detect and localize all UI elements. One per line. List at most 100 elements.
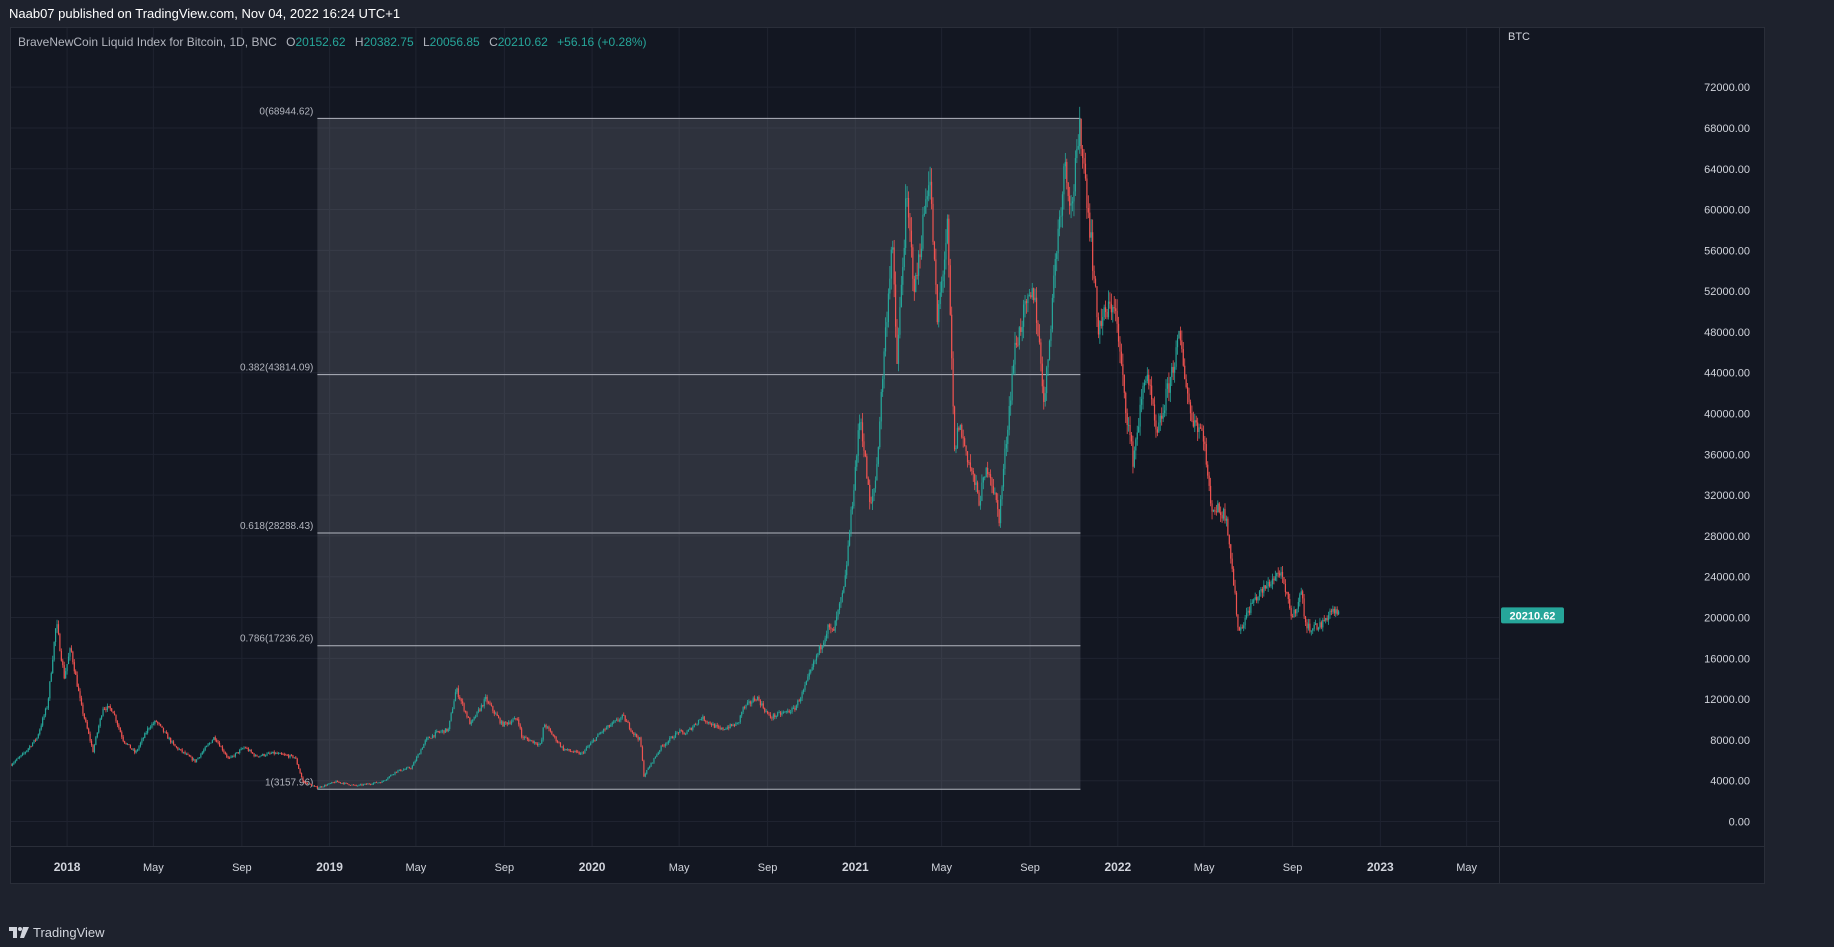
candle-body-up <box>533 742 536 744</box>
candle-body-down <box>257 756 260 758</box>
time-axis-tick-label: Sep <box>758 862 778 874</box>
candle-body-up <box>699 719 701 721</box>
candle-body-up <box>293 757 295 759</box>
time-axis-tick-label: Sep <box>1020 862 1040 874</box>
price-axis-tick-label: 56000.00 <box>1704 245 1750 257</box>
price-axis-tick-label: 60000.00 <box>1704 205 1750 217</box>
candle-body-down <box>286 754 288 756</box>
candle-body-up <box>136 749 139 751</box>
candle-body-up <box>341 783 343 784</box>
candle-body-down <box>709 721 711 725</box>
candle-body-up <box>1299 594 1301 603</box>
fib-retracement-zone[interactable] <box>317 118 1081 790</box>
candle-body-down <box>303 781 306 783</box>
candle-body-down <box>158 723 160 725</box>
candle-body-up <box>546 726 549 728</box>
candle-body-up <box>860 422 862 424</box>
candle-body-down <box>332 782 334 784</box>
candle-body-up <box>1280 571 1282 576</box>
candle-body-up <box>266 753 268 756</box>
candle-body-down <box>1185 379 1187 388</box>
candle-body-up <box>1031 288 1033 298</box>
candle-body-up <box>738 722 740 724</box>
candle-body-down <box>400 769 402 772</box>
candle-body-up <box>902 267 904 285</box>
candle-body-down <box>369 784 372 785</box>
candle-body-up <box>979 500 982 506</box>
candle-body-up <box>382 780 385 782</box>
candle-body-down <box>157 721 159 724</box>
candle-body-down <box>1215 511 1217 513</box>
candle-body-down <box>1040 342 1042 364</box>
candle-body-up <box>541 739 543 744</box>
candle-body-down <box>122 736 124 742</box>
candle-body-down <box>1035 297 1038 323</box>
candle-body-up <box>700 719 703 720</box>
candle-body-down <box>1273 578 1275 581</box>
candle-body-up <box>915 275 917 292</box>
candle-body-down <box>446 728 448 732</box>
price-chart[interactable]: 0(68944.62) 0.382(43814.09) 0.618(28288.43… <box>11 28 1765 884</box>
candle-body-up <box>359 784 362 786</box>
candle-body-down <box>830 627 832 629</box>
candle-body-up <box>54 628 57 642</box>
candle-body-up <box>784 711 786 713</box>
candle-body-down <box>551 731 553 735</box>
candle-body-down <box>80 698 83 705</box>
last-price-badge[interactable] <box>1501 607 1564 624</box>
candle-body-up <box>364 783 366 785</box>
candle-body-up <box>697 720 700 724</box>
candle-body-up <box>1142 385 1144 400</box>
candle-body-down <box>73 662 75 672</box>
candle-body-down <box>252 752 254 754</box>
candle-body-down <box>348 784 350 786</box>
candle-body-up <box>802 689 805 692</box>
candle-body-down <box>1132 441 1134 467</box>
candle-body-up <box>823 642 825 646</box>
candle-body-down <box>935 259 937 285</box>
candle-body-up <box>1146 374 1148 381</box>
candle-body-up <box>1276 572 1278 577</box>
candle-body-up <box>390 774 392 777</box>
candle-body-up <box>374 782 376 784</box>
candle-body-up <box>943 259 946 275</box>
candle-body-up <box>742 707 744 712</box>
price-axis-tick-label: 4000.00 <box>1710 776 1750 788</box>
candle-body-down <box>866 456 868 479</box>
candle-body-up <box>918 254 920 276</box>
candle-body-up <box>21 753 24 756</box>
candle-body-up <box>581 752 583 754</box>
candle-body-down <box>677 732 680 734</box>
candle-body-down <box>469 717 471 725</box>
candle-body-down <box>1207 464 1209 476</box>
candle-body-up <box>607 725 609 728</box>
candle-body-up <box>394 771 396 775</box>
candle-body-down <box>1208 475 1210 486</box>
candle-body-up <box>851 505 854 510</box>
symbol-legend: BraveNewCoin Liquid Index for Bitcoin, 1… <box>18 35 647 49</box>
candle-body-down <box>722 727 724 730</box>
candle-body-down <box>496 713 498 717</box>
candle-body-down <box>246 748 248 749</box>
candle-body-down <box>290 754 293 756</box>
candle-body-up <box>277 753 280 754</box>
candle-body-down <box>969 462 971 469</box>
candle-body-down <box>522 736 524 739</box>
candle-body-up <box>1012 364 1015 374</box>
candle-body-up <box>729 724 731 729</box>
candle-body-up <box>1198 427 1200 433</box>
candle-body-up <box>1102 317 1104 326</box>
candle-body-up <box>378 782 380 784</box>
candle-body-up <box>1060 215 1062 217</box>
candle-body-up <box>1165 388 1167 411</box>
candle-body-up <box>847 545 849 566</box>
chart-panel[interactable]: 0(68944.62) 0.382(43814.09) 0.618(28288.43… <box>10 27 1765 884</box>
footer-brand-text: TradingView <box>33 925 105 940</box>
legend-low-label: L <box>422 35 430 49</box>
candle-body-down <box>528 739 530 742</box>
candle-body-down <box>1309 623 1311 632</box>
candle-body-down <box>247 748 249 751</box>
candle-body-down <box>536 743 539 746</box>
candle-body-up <box>736 722 738 724</box>
candle-body-up <box>384 780 386 782</box>
